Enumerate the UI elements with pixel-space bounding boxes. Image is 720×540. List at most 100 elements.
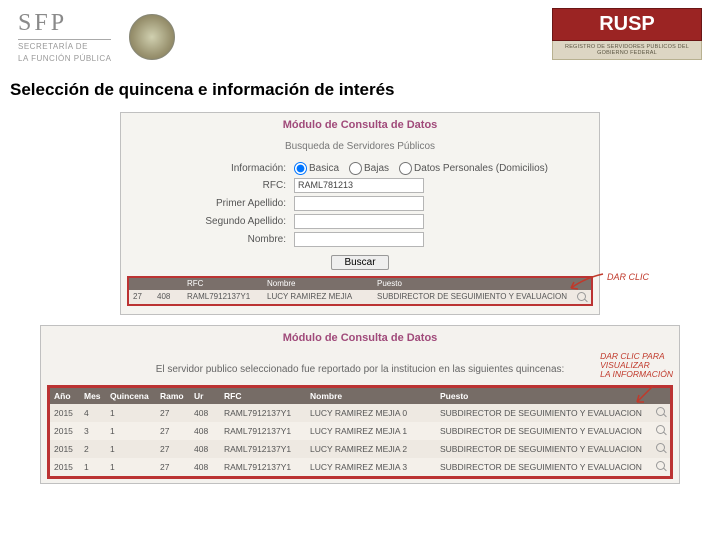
cell-quincena: 1 bbox=[106, 440, 156, 458]
table-body: 20154127408RAML7912137Y1LUCY RAMIREZ MEJ… bbox=[50, 404, 670, 476]
cell-nombre: LUCY RAMIREZ MEJIA 3 bbox=[306, 458, 436, 476]
magnify-icon[interactable] bbox=[656, 425, 666, 435]
rusp-subtitle: REGISTRO DE SERVIDORES PUBLICOS DEL GOBI… bbox=[552, 41, 702, 60]
radio-group-info: Basica Bajas Datos Personales (Domicilio… bbox=[294, 162, 548, 175]
table-row[interactable]: 20151127408RAML7912137Y1LUCY RAMIREZ MEJ… bbox=[50, 458, 670, 476]
arrow-icon-1 bbox=[565, 272, 605, 292]
cell-puesto: SUBDIRECTOR DE SEGUIMIENTO Y EVALUACION bbox=[436, 440, 652, 458]
mexico-seal-icon bbox=[129, 14, 175, 60]
label-ap1: Primer Apellido: bbox=[191, 198, 286, 209]
note-line-3: LA INFORMACIÓN bbox=[600, 370, 673, 379]
cell-quincena: 1 bbox=[106, 422, 156, 440]
darclic-annotation: DAR CLIC bbox=[607, 272, 649, 282]
sfp-subtitle-2: LA FUNCIÓN PÚBLICA bbox=[18, 55, 111, 64]
rr-rfc: RAML7912137Y1 bbox=[187, 292, 267, 301]
magnify-icon[interactable] bbox=[577, 292, 587, 302]
th-ur: Ur bbox=[190, 388, 220, 404]
module-title-1: Módulo de Consulta de Datos bbox=[121, 113, 599, 141]
radio-bajas[interactable] bbox=[349, 162, 362, 175]
cell-action bbox=[652, 404, 670, 422]
rh-nombre: Nombre bbox=[267, 279, 377, 288]
rusp-title: RUSP bbox=[552, 8, 702, 41]
row-ap1: Primer Apellido: bbox=[191, 196, 599, 211]
row-rfc: RFC: bbox=[191, 178, 599, 193]
th-ramo: Ramo bbox=[156, 388, 190, 404]
sfp-subtitle-1: SECRETARÍA DE bbox=[18, 43, 111, 52]
rr-nombre: LUCY RAMIREZ MEJIA bbox=[267, 292, 377, 301]
rr-puesto: SUBDIRECTOR DE SEGUIMIENTO Y EVALUACION bbox=[377, 292, 577, 301]
buscar-button[interactable]: Buscar bbox=[331, 255, 388, 270]
cell-rfc: RAML7912137Y1 bbox=[220, 458, 306, 476]
radio-bajas-label: Bajas bbox=[364, 163, 389, 174]
cell-anio: 2015 bbox=[50, 458, 80, 476]
radio-datos[interactable] bbox=[399, 162, 412, 175]
input-ap1[interactable] bbox=[294, 196, 424, 211]
cell-puesto: SUBDIRECTOR DE SEGUIMIENTO Y EVALUACION bbox=[436, 458, 652, 476]
section-title: Selección de quincena e información de i… bbox=[0, 70, 720, 106]
rusp-badge: RUSP REGISTRO DE SERVIDORES PUBLICOS DEL… bbox=[552, 8, 702, 60]
cell-mes: 4 bbox=[80, 404, 106, 422]
table-row[interactable]: 20154127408RAML7912137Y1LUCY RAMIREZ MEJ… bbox=[50, 404, 670, 422]
th-puesto: Puesto bbox=[436, 388, 652, 404]
th-mes: Mes bbox=[80, 388, 106, 404]
label-nombre: Nombre: bbox=[191, 234, 286, 245]
module-title-2: Módulo de Consulta de Datos bbox=[41, 326, 679, 354]
arrow-icon-2 bbox=[633, 384, 659, 406]
result-header-bar: RFC Nombre Puesto bbox=[127, 276, 593, 290]
cell-puesto: SUBDIRECTOR DE SEGUIMIENTO Y EVALUACION bbox=[436, 422, 652, 440]
radio-basica-label: Basica bbox=[309, 163, 339, 174]
cell-ur: 408 bbox=[190, 440, 220, 458]
input-rfc[interactable] bbox=[294, 178, 424, 193]
table-row[interactable]: 20153127408RAML7912137Y1LUCY RAMIREZ MEJ… bbox=[50, 422, 670, 440]
magnify-icon[interactable] bbox=[656, 407, 666, 417]
row-informacion: Información: Basica Bajas Datos Personal… bbox=[191, 162, 599, 175]
cell-action bbox=[652, 440, 670, 458]
cell-anio: 2015 bbox=[50, 440, 80, 458]
detail-panel: Módulo de Consulta de Datos El servidor … bbox=[40, 325, 680, 484]
rr-c1: 27 bbox=[133, 292, 157, 301]
label-rfc: RFC: bbox=[191, 180, 286, 191]
cell-ramo: 27 bbox=[156, 458, 190, 476]
quincena-table-wrap: Año Mes Quincena Ramo Ur RFC Nombre Pues… bbox=[47, 385, 673, 479]
radio-basica[interactable] bbox=[294, 162, 307, 175]
table-head: Año Mes Quincena Ramo Ur RFC Nombre Pues… bbox=[50, 388, 670, 404]
page-header: SFP SECRETARÍA DE LA FUNCIÓN PÚBLICA RUS… bbox=[0, 0, 720, 70]
cell-action bbox=[652, 422, 670, 440]
search-panel: Módulo de Consulta de Datos Busqueda de … bbox=[120, 112, 600, 315]
result-row[interactable]: 27 408 RAML7912137Y1 LUCY RAMIREZ MEJIA … bbox=[127, 290, 593, 306]
cell-ramo: 27 bbox=[156, 404, 190, 422]
magnify-icon[interactable] bbox=[656, 443, 666, 453]
cell-quincena: 1 bbox=[106, 458, 156, 476]
rh-rfc: RFC bbox=[187, 279, 267, 288]
input-ap2[interactable] bbox=[294, 214, 424, 229]
rh-puesto: Puesto bbox=[377, 279, 587, 288]
input-nombre[interactable] bbox=[294, 232, 424, 247]
cell-mes: 2 bbox=[80, 440, 106, 458]
cell-rfc: RAML7912137Y1 bbox=[220, 404, 306, 422]
quincena-table: Año Mes Quincena Ramo Ur RFC Nombre Pues… bbox=[50, 388, 670, 476]
cell-rfc: RAML7912137Y1 bbox=[220, 422, 306, 440]
magnify-icon[interactable] bbox=[656, 461, 666, 471]
cell-ur: 408 bbox=[190, 404, 220, 422]
visualizar-annotation: DAR CLIC PARA VISUALIZAR LA INFORMACIÓN bbox=[600, 352, 673, 380]
cell-mes: 3 bbox=[80, 422, 106, 440]
th-rfc: RFC bbox=[220, 388, 306, 404]
cell-ur: 408 bbox=[190, 422, 220, 440]
cell-nombre: LUCY RAMIREZ MEJIA 0 bbox=[306, 404, 436, 422]
cell-ramo: 27 bbox=[156, 440, 190, 458]
cell-mes: 1 bbox=[80, 458, 106, 476]
label-ap2: Segundo Apellido: bbox=[191, 216, 286, 227]
cell-nombre: LUCY RAMIREZ MEJIA 2 bbox=[306, 440, 436, 458]
cell-ramo: 27 bbox=[156, 422, 190, 440]
cell-rfc: RAML7912137Y1 bbox=[220, 440, 306, 458]
th-quincena: Quincena bbox=[106, 388, 156, 404]
search-subtitle: Busqueda de Servidores Públicos bbox=[121, 141, 599, 152]
sfp-logo-block: SFP SECRETARÍA DE LA FUNCIÓN PÚBLICA bbox=[18, 10, 111, 64]
cell-ur: 408 bbox=[190, 458, 220, 476]
rr-c2: 408 bbox=[157, 292, 187, 301]
cell-anio: 2015 bbox=[50, 404, 80, 422]
cell-quincena: 1 bbox=[106, 404, 156, 422]
table-row[interactable]: 20152127408RAML7912137Y1LUCY RAMIREZ MEJ… bbox=[50, 440, 670, 458]
sfp-title: SFP bbox=[18, 10, 111, 40]
label-informacion: Información: bbox=[191, 163, 286, 174]
